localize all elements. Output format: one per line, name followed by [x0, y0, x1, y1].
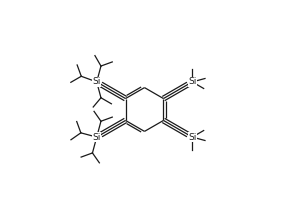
Text: Si: Si	[92, 132, 101, 142]
Text: Si: Si	[188, 132, 197, 142]
Text: Si: Si	[92, 77, 101, 87]
Text: Si: Si	[188, 77, 197, 87]
